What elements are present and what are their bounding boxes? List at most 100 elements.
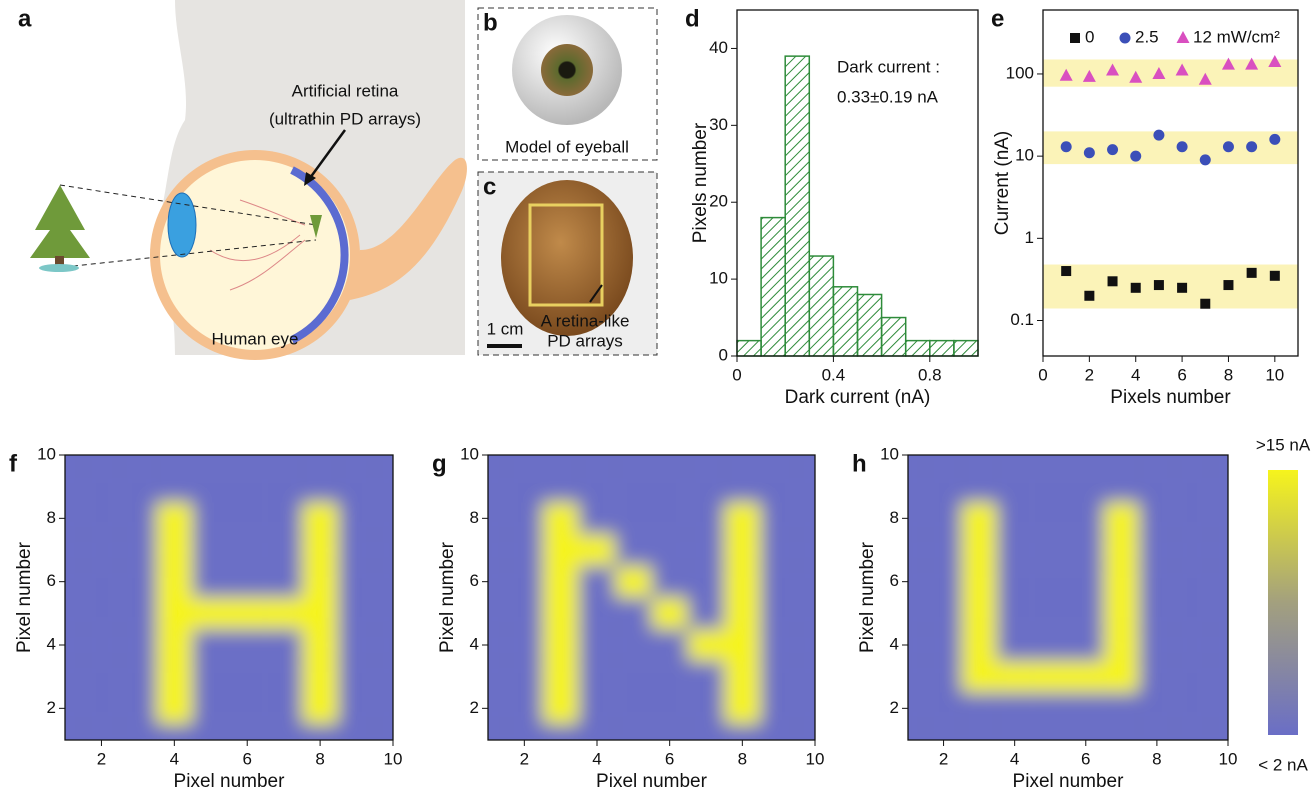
heatmap-cells	[47, 439, 411, 756]
marker	[1108, 276, 1118, 286]
y-tick-label: 0.1	[1010, 310, 1034, 329]
heatmap-cell	[1139, 629, 1175, 661]
eyeball-photo: b Model of eyeball	[478, 8, 657, 160]
y-tick-label: 4	[890, 634, 899, 653]
heatmap-cell	[120, 471, 156, 503]
heatmap-cell	[997, 503, 1033, 535]
heatmap-cell	[1104, 693, 1140, 725]
marker	[1107, 144, 1118, 155]
heatmap-cell	[302, 503, 338, 535]
x-axis-title: Pixel number	[174, 771, 286, 787]
bar	[737, 341, 761, 356]
x-tick-label: 8	[1224, 365, 1233, 384]
heatmap-cell	[1175, 598, 1211, 630]
heatmap-cells	[890, 439, 1246, 756]
x-axis-title: Dark current (nA)	[785, 387, 931, 408]
y-axis-title: Pixel number	[14, 541, 35, 653]
annotation: (ultrathin PD arrays)	[269, 109, 421, 128]
y-tick-label: 0	[719, 345, 728, 364]
bar	[858, 294, 882, 356]
heatmap-cell	[926, 693, 962, 725]
heatmap-cell	[229, 534, 265, 566]
heatmap-cell	[1139, 503, 1175, 535]
heatmap-cell	[1032, 661, 1068, 693]
marker	[1061, 266, 1071, 276]
heatmap-cell	[265, 661, 301, 693]
heatmap-cell	[265, 503, 301, 535]
heatmap-cell	[1032, 693, 1068, 725]
marker	[1270, 271, 1280, 281]
heatmap-cell	[1068, 534, 1104, 566]
heatmap-cell	[579, 693, 615, 725]
heatmap-cell	[193, 534, 229, 566]
heatmap-cell	[1175, 471, 1211, 503]
heatmap-cell	[724, 598, 760, 630]
heatmap-cell	[926, 598, 962, 630]
y-tick-label: 30	[709, 115, 728, 134]
heatmap-cell	[338, 566, 374, 598]
marker	[1084, 147, 1095, 158]
heatmap-cell	[615, 503, 651, 535]
bar	[761, 218, 785, 356]
y-tick-label: 8	[47, 508, 56, 527]
x-tick-label: 2	[939, 749, 948, 768]
x-tick-label: 10	[806, 749, 825, 768]
heatmap-cell	[120, 629, 156, 661]
heatmap-cell	[193, 693, 229, 725]
marker	[1177, 283, 1187, 293]
heatmap-cell	[579, 629, 615, 661]
bar	[833, 287, 857, 356]
heatmap-cell	[506, 503, 542, 535]
x-tick-label: 4	[1131, 365, 1140, 384]
heatmap-cell	[265, 693, 301, 725]
heatmap-cell	[997, 566, 1033, 598]
y-axis-title: Pixel number	[857, 541, 878, 653]
x-tick-label: 4	[592, 749, 601, 768]
highlight-band	[1043, 59, 1298, 86]
heatmap-cell	[615, 566, 651, 598]
heatmap-cell	[229, 598, 265, 630]
heatmap-cell	[156, 693, 192, 725]
heatmap	[47, 439, 411, 756]
heatmap-cell	[1104, 566, 1140, 598]
heatmap-cell	[156, 629, 192, 661]
heatmap	[470, 439, 833, 756]
heatmap-cell	[120, 598, 156, 630]
heatmap-cell	[724, 534, 760, 566]
x-tick-label: 2	[1085, 365, 1094, 384]
x-tick-label: 0	[1038, 365, 1047, 384]
marker	[1177, 141, 1188, 152]
heatmap-cell	[1139, 534, 1175, 566]
marker	[1061, 141, 1072, 152]
heatmap-cell	[997, 629, 1033, 661]
highlight-band	[1043, 265, 1298, 309]
annotation: Human eye	[212, 329, 299, 348]
heatmap-cell	[543, 661, 579, 693]
heatmap-cell	[724, 566, 760, 598]
heatmap-cell	[1139, 598, 1175, 630]
heatmap-cell	[652, 629, 688, 661]
y-tick-label: 2	[890, 698, 899, 717]
y-tick-label: 6	[47, 571, 56, 590]
colorbar-label: >15 nA	[1256, 435, 1311, 454]
chart: Dark current :0.33±0.19 nA00.40.80102030…	[685, 5, 978, 408]
panel-label: c	[483, 173, 496, 200]
heatmap-cell	[302, 566, 338, 598]
marker	[1131, 283, 1141, 293]
heatmap-cell	[1032, 566, 1068, 598]
heatmap-cell	[83, 693, 119, 725]
heatmap-cell	[724, 503, 760, 535]
heatmap-cell	[615, 629, 651, 661]
heatmap-cell	[1139, 661, 1175, 693]
legend-label: 12 mW/cm²	[1193, 27, 1280, 46]
x-tick-label: 4	[1010, 749, 1019, 768]
heatmap-cell	[302, 693, 338, 725]
x-tick-label: 8	[315, 749, 324, 768]
heatmap-cell	[156, 534, 192, 566]
y-tick-label: 6	[890, 571, 899, 590]
heatmap-cell	[997, 661, 1033, 693]
heatmap-cell	[1175, 534, 1211, 566]
heatmap-cell	[1104, 661, 1140, 693]
heatmap-cell	[543, 629, 579, 661]
y-axis-title: Pixels number	[690, 122, 711, 243]
